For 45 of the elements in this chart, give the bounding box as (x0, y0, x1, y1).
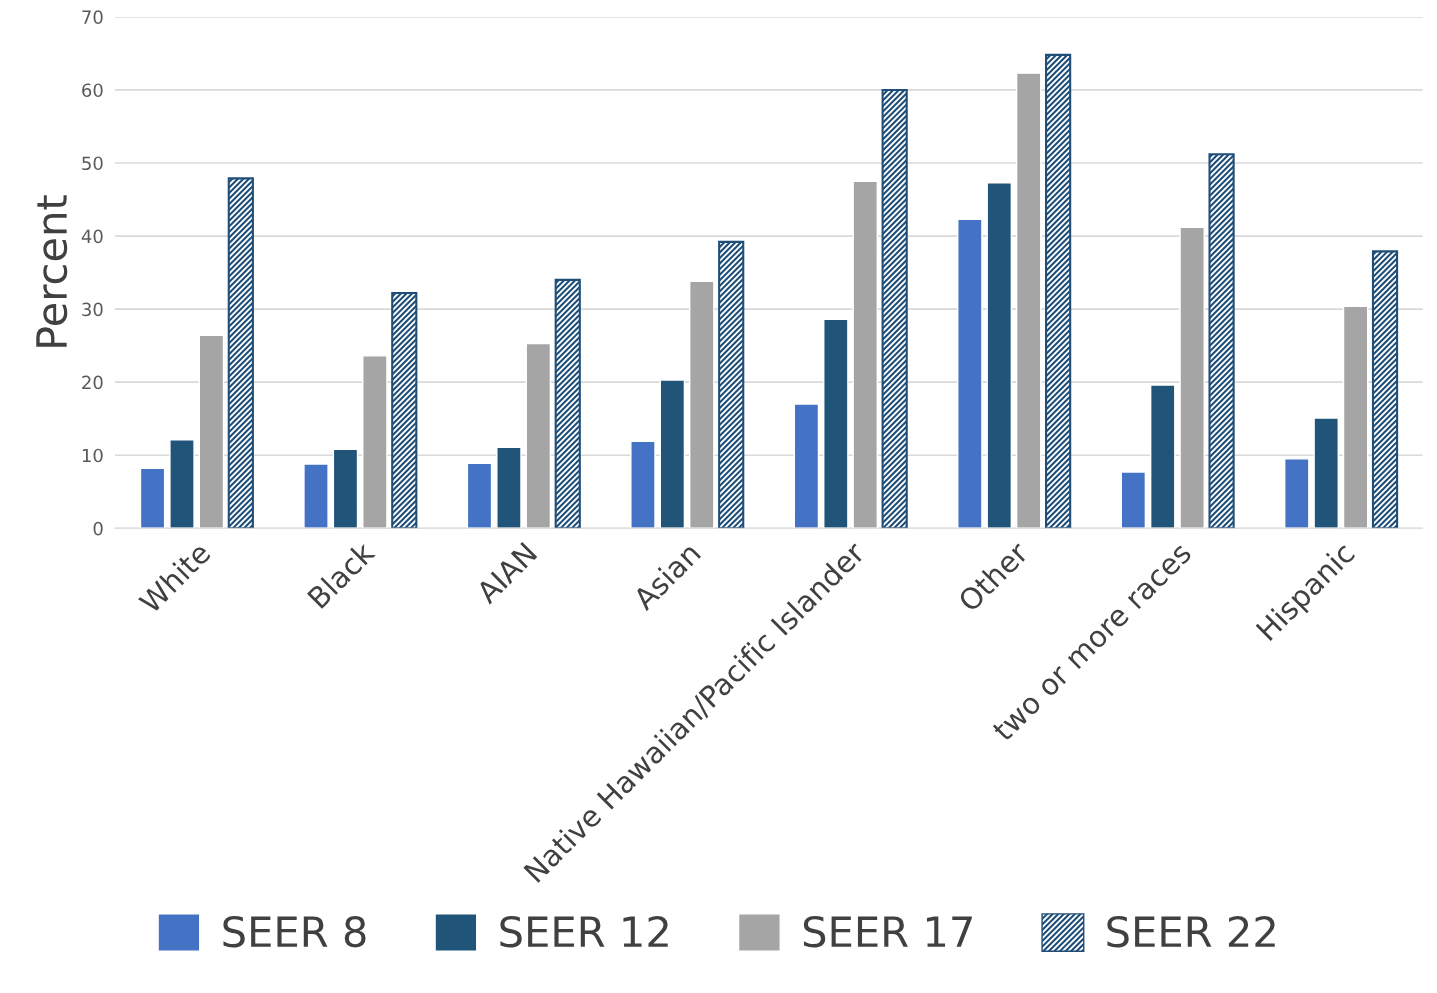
bar (139, 467, 166, 529)
bar (986, 182, 1013, 529)
bar (1208, 153, 1235, 529)
bar (466, 462, 493, 529)
bar (689, 280, 715, 529)
bar (1313, 417, 1339, 529)
legend-label: SEER 17 (803, 915, 972, 948)
bar (630, 440, 656, 529)
bar (1149, 384, 1176, 529)
legend-label: SEER 8 (223, 915, 366, 948)
bar (957, 218, 983, 529)
y-tick-label: 30 (82, 302, 103, 317)
y-axis-title: Percent (36, 195, 68, 347)
bar (718, 240, 745, 529)
bar (1179, 226, 1205, 529)
bar (1015, 72, 1042, 529)
y-tick-label: 50 (82, 156, 103, 171)
bar (793, 403, 820, 529)
y-tick-label: 0 (93, 521, 103, 536)
bar (362, 355, 388, 529)
bar (496, 446, 522, 529)
bar (1284, 458, 1310, 529)
legend-label: SEER 22 (1107, 915, 1275, 948)
bar (1045, 53, 1072, 529)
bar (1120, 471, 1147, 529)
legend-label: SEER 12 (500, 915, 668, 948)
bar (881, 88, 908, 529)
bar (1371, 250, 1399, 529)
y-tick-label: 70 (82, 10, 103, 24)
bar (198, 334, 225, 529)
bar (1342, 305, 1369, 529)
y-tick-label: 40 (81, 229, 103, 244)
bar (852, 180, 878, 529)
bar (554, 278, 581, 529)
bar (303, 463, 329, 529)
bar (227, 177, 254, 529)
bar (169, 439, 195, 529)
bar (332, 448, 359, 529)
y-tick-label: 60 (82, 83, 103, 98)
y-tick-label: 10 (82, 448, 103, 463)
y-tick-label: 20 (82, 375, 103, 390)
bar (659, 379, 686, 529)
bar (391, 291, 418, 529)
bar (525, 342, 552, 529)
bar (823, 318, 849, 529)
